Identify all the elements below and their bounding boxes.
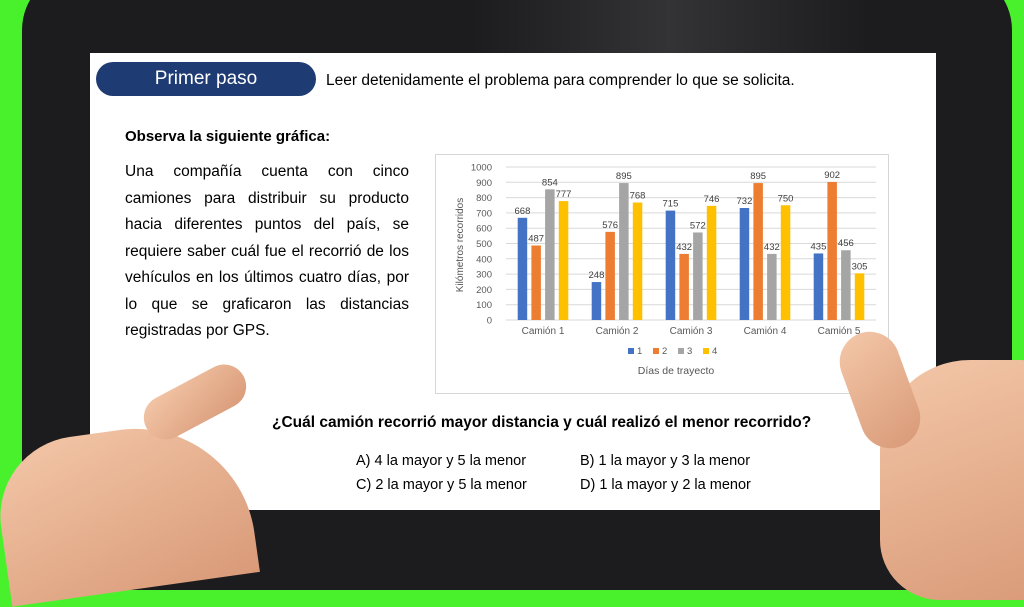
bar	[665, 210, 676, 320]
tablet-reflection	[470, 0, 870, 60]
option-b[interactable]: B) 1 la mayor y 3 la menor	[580, 453, 751, 469]
bar	[632, 202, 643, 320]
x-tick-label: Camión 2	[596, 326, 639, 337]
bar	[591, 282, 602, 320]
y-tick-label: 100	[476, 300, 492, 311]
bar	[693, 232, 703, 320]
legend-swatch	[628, 348, 634, 354]
y-tick-label: 300	[476, 270, 492, 281]
x-tick-label: Camión 4	[744, 326, 787, 337]
bar	[706, 205, 717, 320]
data-label: 456	[838, 238, 854, 249]
bar	[545, 189, 555, 320]
bar	[841, 250, 851, 320]
data-label: 777	[556, 189, 572, 200]
option-c[interactable]: C) 2 la mayor y 5 la menor	[356, 477, 527, 493]
data-label: 732	[737, 196, 753, 207]
data-label: 435	[811, 241, 827, 252]
y-tick-label: 1000	[471, 163, 492, 174]
x-tick-label: Camión 1	[522, 326, 565, 337]
bar	[619, 183, 629, 320]
bar	[827, 181, 837, 320]
legend-swatch	[703, 348, 709, 354]
bar	[531, 245, 541, 320]
option-d[interactable]: D) 1 la mayor y 2 la menor	[580, 477, 751, 493]
instruction-text: Leer detenidamente el problema para comp…	[326, 72, 795, 89]
option-a[interactable]: A) 4 la mayor y 5 la menor	[356, 453, 527, 469]
bar	[854, 273, 865, 320]
question-text: ¿Cuál camión recorrió mayor distancia y …	[272, 414, 812, 431]
bar	[739, 208, 750, 320]
x-tick-label: Camión 3	[670, 326, 713, 337]
legend-swatch	[678, 348, 684, 354]
data-label: 768	[630, 190, 646, 201]
bar	[753, 183, 763, 320]
tablet-screen: Primer paso Leer detenidamente el proble…	[90, 53, 936, 510]
legend-swatch	[653, 348, 659, 354]
data-label: 668	[515, 206, 531, 217]
bar-chart: Kilómetros recorridos Días de trayecto 0…	[435, 154, 889, 394]
data-label: 432	[764, 242, 780, 253]
y-axis-label: Kilómetros recorridos	[455, 198, 466, 292]
legend-label: 1	[637, 346, 642, 357]
legend-title: Días de trayecto	[638, 365, 715, 377]
bar	[517, 217, 528, 320]
data-label: 902	[824, 170, 840, 181]
data-label: 895	[750, 171, 766, 182]
observe-heading: Observa la siguiente gráfica:	[125, 128, 331, 145]
y-tick-label: 400	[476, 254, 492, 265]
y-tick-label: 700	[476, 208, 492, 219]
data-label: 432	[676, 242, 692, 253]
y-tick-label: 200	[476, 285, 492, 296]
y-tick-label: 800	[476, 193, 492, 204]
y-tick-label: 0	[487, 316, 492, 327]
data-label: 854	[542, 177, 558, 188]
problem-paragraph: Una compañía cuenta con cinco camiones p…	[125, 163, 409, 339]
data-label: 572	[690, 220, 706, 231]
bar	[605, 231, 615, 320]
data-label: 248	[589, 270, 605, 281]
data-label: 487	[528, 233, 544, 244]
bar	[780, 205, 791, 320]
data-label: 750	[778, 193, 794, 204]
data-label: 576	[602, 220, 618, 231]
bar	[558, 201, 569, 320]
data-label: 305	[852, 261, 868, 272]
legend-label: 4	[712, 346, 717, 357]
legend-label: 2	[662, 346, 667, 357]
bar-chart-svg: Kilómetros recorridos Días de trayecto 0…	[455, 163, 876, 377]
data-label: 895	[616, 171, 632, 182]
legend-label: 3	[687, 346, 692, 357]
y-tick-label: 500	[476, 239, 492, 250]
bar	[767, 253, 777, 320]
x-tick-label: Camión 5	[818, 326, 861, 337]
bar	[813, 253, 824, 320]
step-badge-label: Primer paso	[154, 68, 258, 89]
step-badge: Primer paso	[96, 62, 316, 96]
y-tick-label: 900	[476, 178, 492, 189]
bar	[679, 253, 689, 320]
y-tick-label: 600	[476, 224, 492, 235]
data-label: 715	[663, 199, 679, 210]
data-label: 746	[704, 194, 720, 205]
